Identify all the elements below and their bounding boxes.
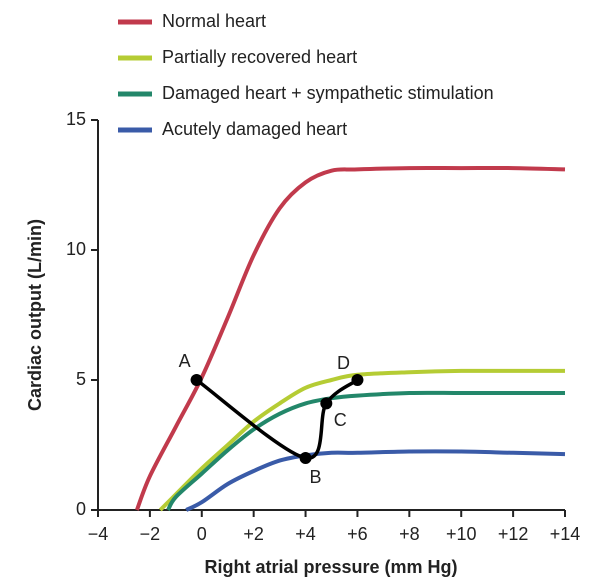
series-line [158, 368, 565, 512]
point-label: C [334, 410, 347, 430]
x-tick-label: +12 [498, 524, 529, 544]
y-tick-label: 5 [76, 369, 86, 389]
point-label: D [337, 353, 350, 373]
x-tick-label: −2 [140, 524, 161, 544]
y-tick-label: 15 [66, 109, 86, 129]
series-line [166, 390, 565, 512]
x-tick-label: +14 [550, 524, 581, 544]
series-line [185, 449, 566, 512]
y-tick-label: 10 [66, 239, 86, 259]
point-marker [351, 374, 364, 386]
legend-label: Damaged heart + sympathetic stimulation [162, 83, 494, 103]
transition-path [195, 378, 359, 460]
series-line [135, 166, 566, 511]
legend-label: Acutely damaged heart [162, 119, 347, 139]
x-tick-label: +6 [347, 524, 368, 544]
y-axis-title: Cardiac output (L/min) [25, 219, 45, 411]
x-tick-label: +2 [243, 524, 264, 544]
y-tick-label: 0 [76, 499, 86, 519]
x-tick-label: +10 [446, 524, 477, 544]
point-label: B [310, 467, 322, 487]
legend-label: Normal heart [162, 11, 266, 31]
x-tick-label: −4 [88, 524, 109, 544]
x-tick-label: +4 [295, 524, 316, 544]
point-label: A [179, 351, 191, 371]
point-marker [299, 452, 312, 464]
point-marker [190, 374, 203, 386]
x-tick-label: +8 [399, 524, 420, 544]
x-tick-label: 0 [197, 524, 207, 544]
legend-label: Partially recovered heart [162, 47, 357, 67]
point-marker [320, 397, 333, 410]
x-axis-title: Right atrial pressure (mm Hg) [204, 557, 457, 577]
